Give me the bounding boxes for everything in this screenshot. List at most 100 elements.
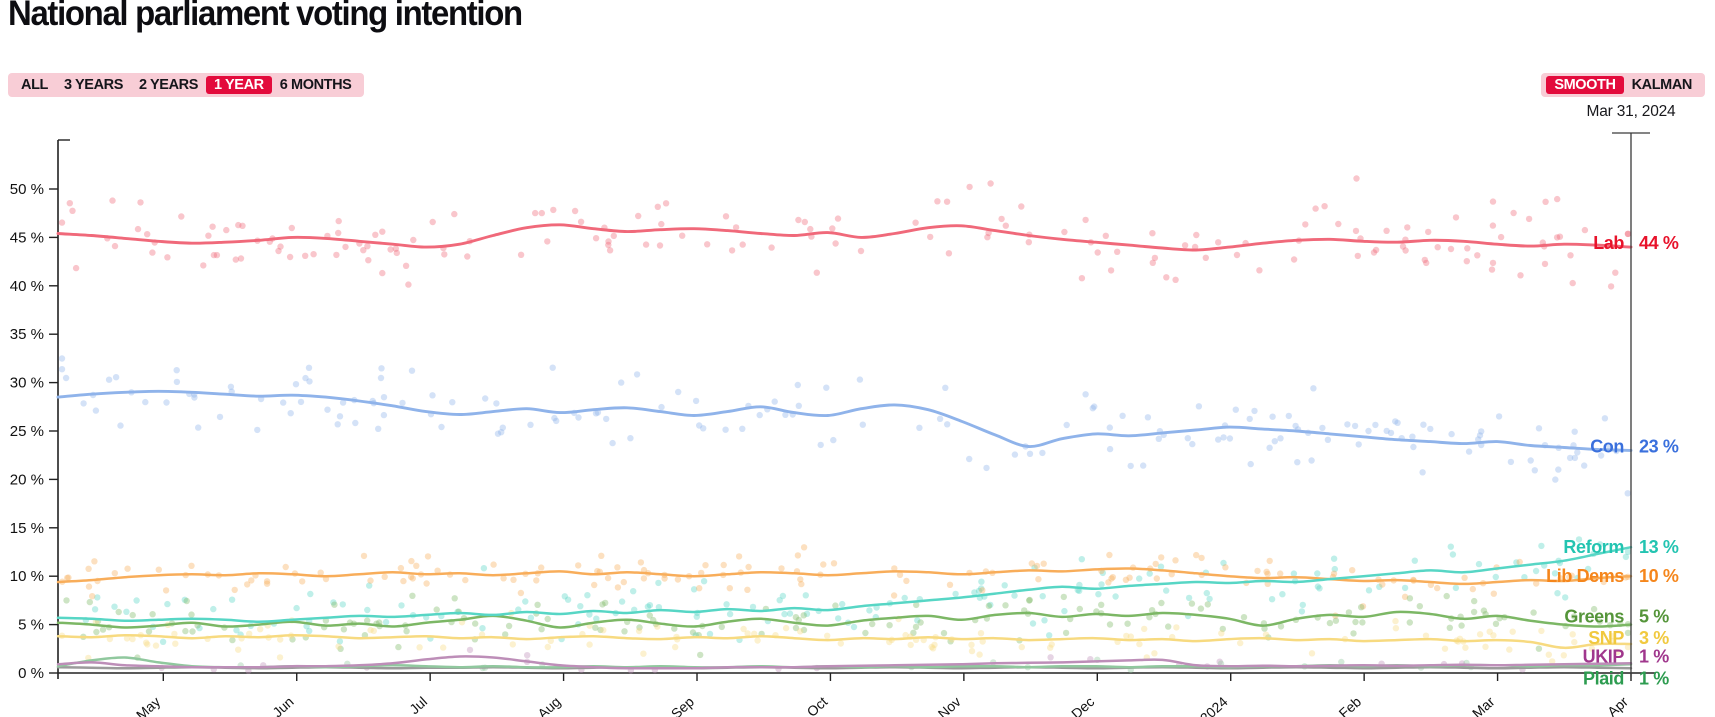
poll-dot (1001, 582, 1008, 589)
poll-dot (564, 596, 572, 603)
poll-dot (592, 410, 600, 417)
poll-dot (551, 414, 558, 422)
x-tick-label: Jul (406, 693, 430, 717)
smoothing-button-smooth[interactable]: SMOOTH (1546, 76, 1624, 94)
series-name-label-snp[interactable]: SNP (1588, 628, 1625, 648)
scatter-dots-layer (58, 175, 1632, 674)
poll-dot (584, 592, 591, 599)
poll-dot (387, 246, 394, 253)
poll-dot (696, 585, 703, 592)
poll-dot (824, 632, 831, 639)
poll-dot (1314, 583, 1322, 590)
poll-dot (1461, 574, 1468, 581)
range-button-2-years[interactable]: 2 YEARS (139, 77, 198, 93)
poll-dot (817, 441, 824, 449)
poll-dot (188, 562, 195, 569)
poll-dot (720, 561, 727, 569)
poll-dot (692, 397, 700, 405)
poll-dot (1350, 630, 1357, 637)
poll-dot (1172, 276, 1179, 283)
series-name-label-con[interactable]: Con (1590, 436, 1624, 456)
y-tick-label: 20 % (10, 471, 44, 488)
poll-dot (380, 394, 388, 401)
poll-dot (510, 576, 517, 583)
poll-dot (1532, 567, 1540, 575)
poll-dot (627, 435, 634, 442)
poll-dot (890, 592, 898, 599)
poll-dot (850, 623, 858, 631)
range-button-6-months[interactable]: 6 MONTHS (279, 77, 352, 93)
series-name-label-plaid[interactable]: Plaid (1583, 668, 1624, 688)
poll-dot (1106, 551, 1113, 559)
poll-dot (1566, 573, 1573, 581)
poll-dot (1316, 585, 1323, 592)
poll-dot (1530, 609, 1537, 616)
poll-dot (205, 232, 212, 239)
poll-dot (1098, 601, 1105, 608)
poll-dot (89, 593, 96, 600)
poll-dot (292, 381, 300, 388)
poll-dot (1622, 553, 1630, 561)
range-button-all[interactable]: ALL (21, 77, 48, 93)
y-tick-label: 10 % (10, 568, 44, 585)
poll-dot (200, 262, 207, 269)
poll-dot (1039, 593, 1046, 600)
poll-dot (149, 249, 156, 256)
poll-dot (1596, 618, 1604, 625)
smoothing-button-kalman[interactable]: KALMAN (1631, 77, 1693, 93)
poll-dot (813, 269, 820, 276)
poll-dot (413, 562, 420, 569)
poll-dot (800, 612, 807, 619)
series-line-snp (56, 633, 1633, 650)
poll-dot (1416, 603, 1424, 610)
poll-dot (575, 414, 582, 421)
poll-dot (1569, 279, 1576, 287)
poll-dot (424, 553, 432, 560)
series-name-label-reform[interactable]: Reform (1563, 537, 1624, 557)
poll-dot (111, 570, 119, 577)
series-name-label-lib-dems[interactable]: Lib Dems (1546, 566, 1625, 586)
poll-dot (642, 241, 650, 248)
poll-dot (1326, 619, 1334, 627)
poll-dot (771, 398, 778, 405)
poll-dot (599, 601, 606, 608)
series-value-label-ukip: 1 % (1639, 646, 1669, 666)
poll-dot (1124, 620, 1131, 627)
poll-dot (1584, 565, 1592, 573)
poll-dot (502, 631, 509, 638)
poll-dot (533, 577, 540, 584)
poll-dot (1490, 632, 1497, 639)
poll-dot (1535, 645, 1543, 652)
range-button-3-years[interactable]: 3 YEARS (64, 77, 123, 93)
poll-dot (398, 602, 405, 609)
poll-dot (547, 637, 554, 644)
poll-dot (698, 569, 705, 577)
poll-dot (839, 600, 846, 608)
poll-dot (210, 251, 218, 259)
poll-dot (1575, 536, 1583, 543)
poll-dot (1247, 460, 1254, 468)
range-button-1-year[interactable]: 1 YEAR (206, 76, 272, 94)
poll-dot (232, 256, 239, 263)
poll-dot (1560, 652, 1568, 659)
poll-dot (1525, 215, 1533, 223)
series-name-label-greens[interactable]: Greens (1564, 607, 1624, 627)
poll-dot (1279, 591, 1286, 598)
series-name-label-ukip[interactable]: UKIP (1583, 646, 1625, 666)
poll-dot (1290, 256, 1298, 263)
series-line-greens (56, 610, 1633, 629)
series-name-label-lab[interactable]: Lab (1593, 233, 1625, 253)
poll-dot (857, 247, 865, 255)
poll-dot (287, 410, 294, 417)
series-value-label-plaid: 1 % (1639, 668, 1669, 688)
poll-dot (63, 597, 70, 604)
poll-dot (364, 243, 371, 250)
poll-dot (1571, 454, 1579, 462)
poll-dot (1314, 570, 1321, 577)
poll-dot (1441, 645, 1449, 652)
poll-dot (58, 355, 66, 362)
poll-dot (1462, 644, 1469, 651)
y-tick-label: 15 % (10, 520, 44, 537)
poll-dot (1533, 580, 1540, 587)
